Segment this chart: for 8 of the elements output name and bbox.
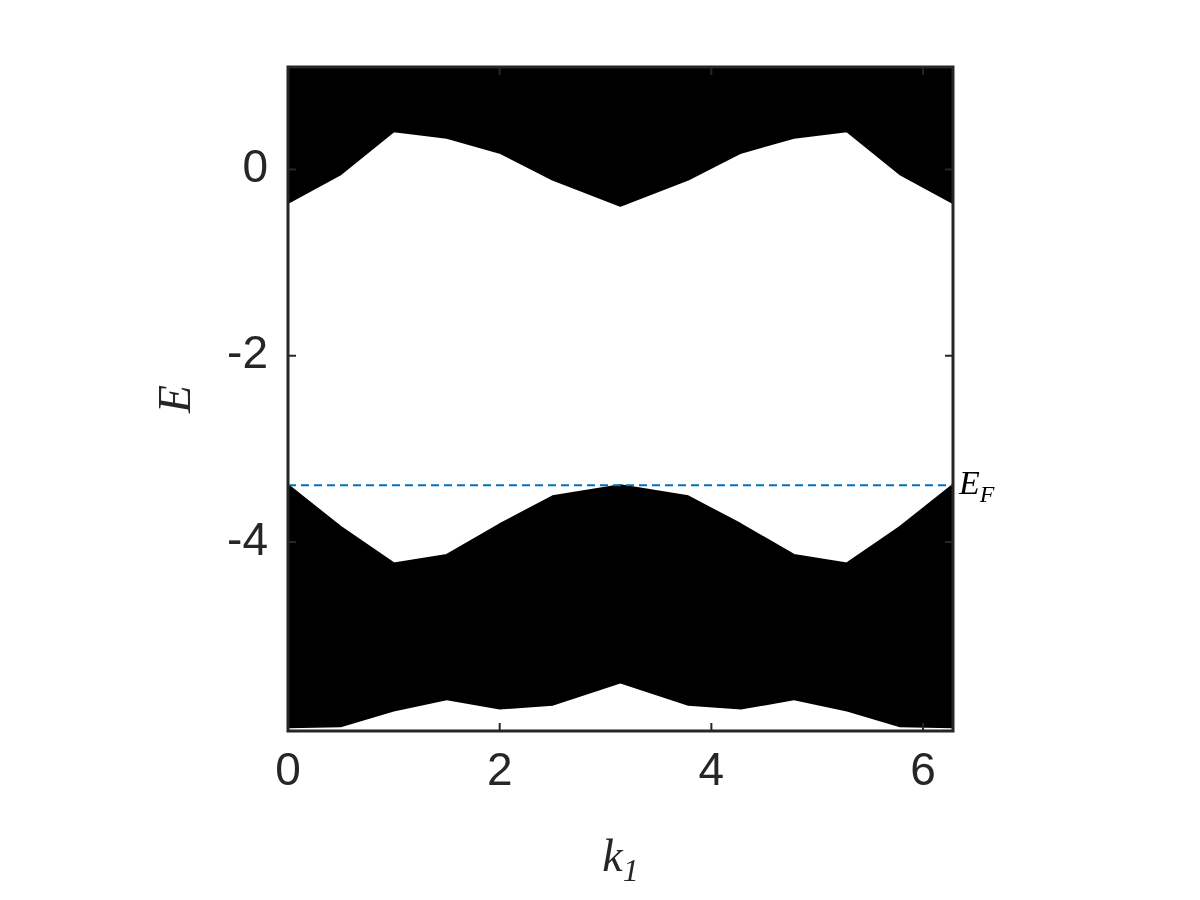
x-tick-label: 6 [910,743,936,796]
x-tick-label: 2 [486,743,513,796]
y-tick-label: 0 [242,140,268,193]
y-axis-title: E [149,384,201,415]
y-tick-label: -2 [227,326,268,379]
x-tick-label: 4 [698,743,725,796]
x-tick-label: 0 [275,743,301,796]
y-tick-label: -4 [227,512,268,565]
